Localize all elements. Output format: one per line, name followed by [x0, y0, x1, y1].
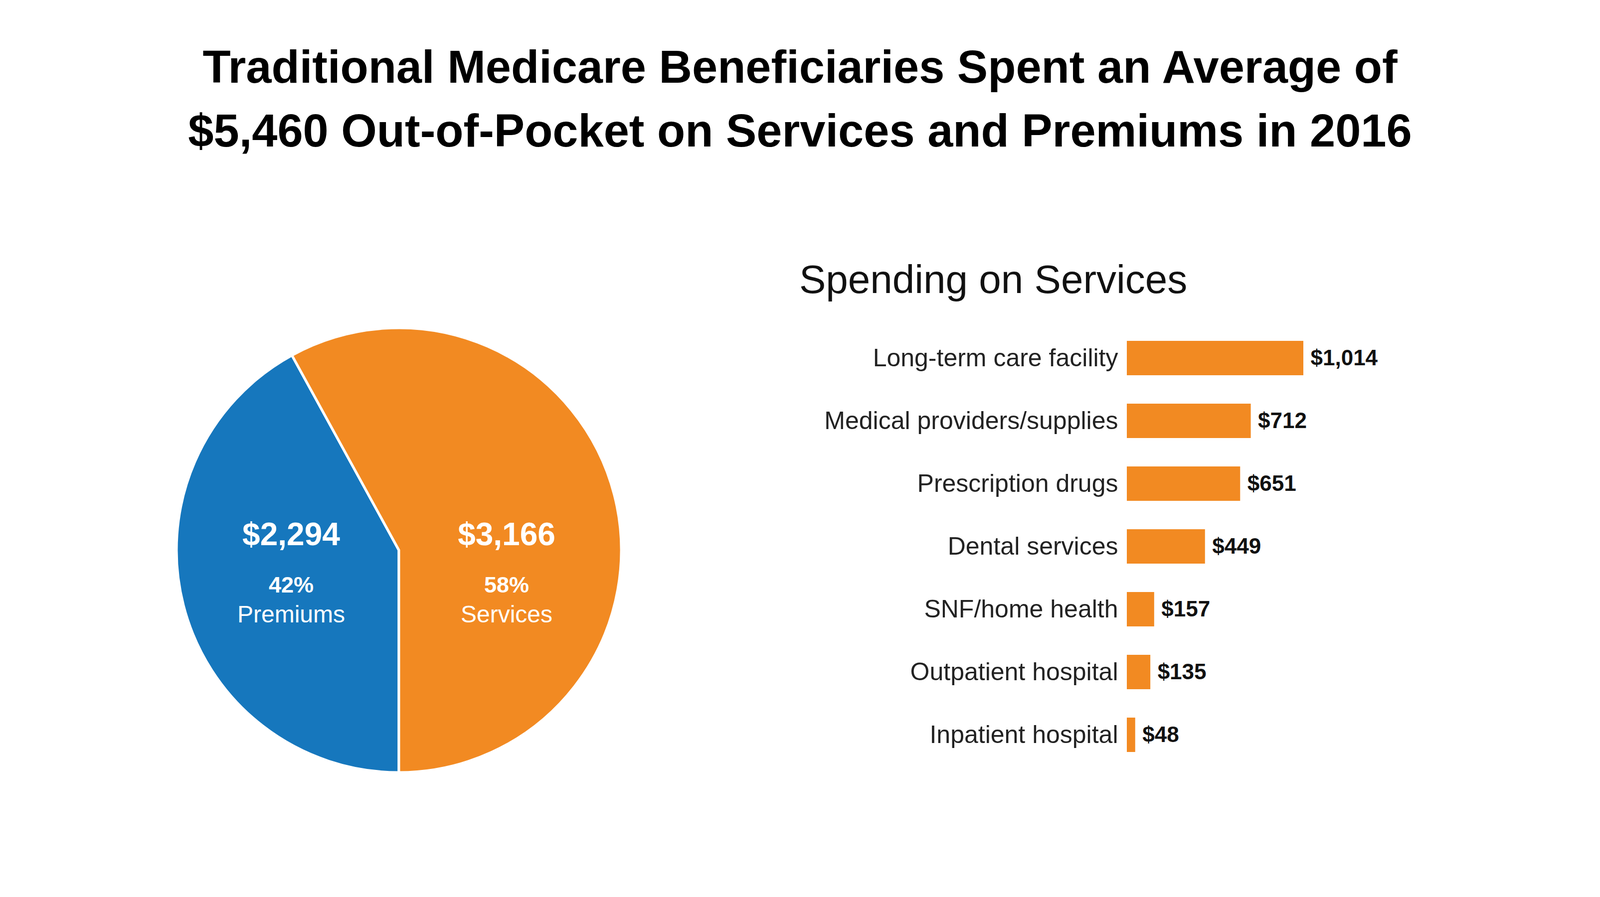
svg-text:Long-term care facility: Long-term care facility: [873, 344, 1119, 372]
svg-text:$2,294: $2,294: [242, 516, 341, 553]
svg-text:Services: Services: [460, 601, 553, 628]
svg-text:Prescription drugs: Prescription drugs: [917, 469, 1119, 498]
svg-text:$1,014: $1,014: [1310, 345, 1379, 370]
svg-text:Inpatient hospital: Inpatient hospital: [929, 720, 1118, 749]
svg-text:$712: $712: [1257, 408, 1307, 433]
svg-text:Outpatient hospital: Outpatient hospital: [910, 658, 1119, 687]
svg-text:$651: $651: [1247, 471, 1297, 496]
svg-text:$3,166: $3,166: [457, 516, 556, 553]
svg-text:SNF/home health: SNF/home health: [923, 595, 1118, 624]
svg-text:$157: $157: [1161, 596, 1211, 622]
svg-text:Medical providers/supplies: Medical providers/supplies: [824, 406, 1118, 435]
svg-text:$48: $48: [1142, 722, 1179, 747]
svg-text:Premiums: Premiums: [237, 601, 346, 628]
svg-text:58%: 58%: [484, 572, 530, 598]
html-text:Spending on Services: Spending on Services: [799, 257, 1188, 302]
svg-text:42%: 42%: [268, 572, 314, 598]
html-text:Traditional Medicare Beneficia: Traditional Medicare Beneficiaries Spent…: [188, 41, 1412, 157]
svg-text:$449: $449: [1212, 533, 1261, 559]
svg-text:$135: $135: [1157, 659, 1207, 685]
svg-text:Dental services: Dental services: [947, 532, 1119, 561]
